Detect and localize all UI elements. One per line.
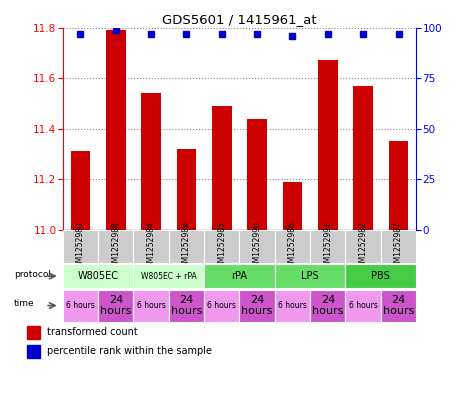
Bar (63, 230, 98, 263)
Bar (63, 290, 98, 321)
Text: GSM1252990: GSM1252990 (252, 221, 262, 272)
Bar (389, 141, 408, 230)
Text: GSM1252982: GSM1252982 (359, 221, 368, 272)
Bar (204, 230, 239, 263)
Bar (177, 149, 196, 230)
Bar (204, 264, 275, 288)
Bar (283, 182, 302, 230)
Bar (133, 230, 169, 263)
Bar (345, 290, 381, 321)
Bar (310, 290, 345, 321)
Bar (204, 290, 239, 321)
Text: 6 hours: 6 hours (207, 301, 236, 310)
Bar (353, 86, 373, 230)
Text: time: time (14, 299, 34, 309)
Text: percentile rank within the sample: percentile rank within the sample (46, 346, 212, 356)
Text: 6 hours: 6 hours (349, 301, 378, 310)
Text: GSM1252988: GSM1252988 (111, 221, 120, 272)
Title: GDS5601 / 1415961_at: GDS5601 / 1415961_at (162, 13, 317, 26)
Text: 24
hours: 24 hours (383, 295, 414, 316)
Bar (275, 264, 345, 288)
Text: rPA: rPA (232, 271, 247, 281)
Text: PBS: PBS (372, 271, 390, 281)
Text: 24
hours: 24 hours (171, 295, 202, 316)
Bar (381, 290, 416, 321)
Bar (212, 106, 232, 230)
Text: protocol: protocol (14, 270, 51, 279)
Text: GSM1252991: GSM1252991 (323, 221, 332, 272)
Text: 24
hours: 24 hours (100, 295, 132, 316)
Bar (310, 230, 345, 263)
Bar (239, 230, 275, 263)
Bar (98, 230, 133, 263)
Text: 6 hours: 6 hours (66, 301, 95, 310)
Bar (345, 230, 381, 263)
Text: GSM1252983: GSM1252983 (76, 221, 85, 272)
Text: GSM1252986: GSM1252986 (288, 221, 297, 272)
Bar (27, 345, 40, 358)
Bar (63, 264, 133, 288)
Text: 24
hours: 24 hours (241, 295, 273, 316)
Text: transformed count: transformed count (46, 327, 138, 337)
Bar (27, 326, 40, 339)
Bar (106, 30, 126, 230)
Text: GSM1252987: GSM1252987 (394, 221, 403, 272)
Bar (345, 264, 416, 288)
Text: LPS: LPS (301, 271, 319, 281)
Bar (381, 230, 416, 263)
Bar (141, 93, 161, 230)
Text: GSM1252984: GSM1252984 (146, 221, 156, 272)
Bar (239, 290, 275, 321)
Text: 6 hours: 6 hours (137, 301, 166, 310)
Bar (169, 290, 204, 321)
Bar (318, 61, 338, 230)
Bar (275, 290, 310, 321)
Bar (98, 290, 133, 321)
Bar (133, 264, 204, 288)
Bar (275, 230, 310, 263)
Text: 6 hours: 6 hours (278, 301, 307, 310)
Bar (247, 119, 267, 230)
Bar (71, 151, 90, 230)
Text: W805EC: W805EC (78, 271, 119, 281)
Text: GSM1252985: GSM1252985 (217, 221, 226, 272)
Text: W805EC + rPA: W805EC + rPA (141, 272, 197, 281)
Text: GSM1252989: GSM1252989 (182, 221, 191, 272)
Bar (169, 230, 204, 263)
Text: 24
hours: 24 hours (312, 295, 344, 316)
Bar (133, 290, 169, 321)
